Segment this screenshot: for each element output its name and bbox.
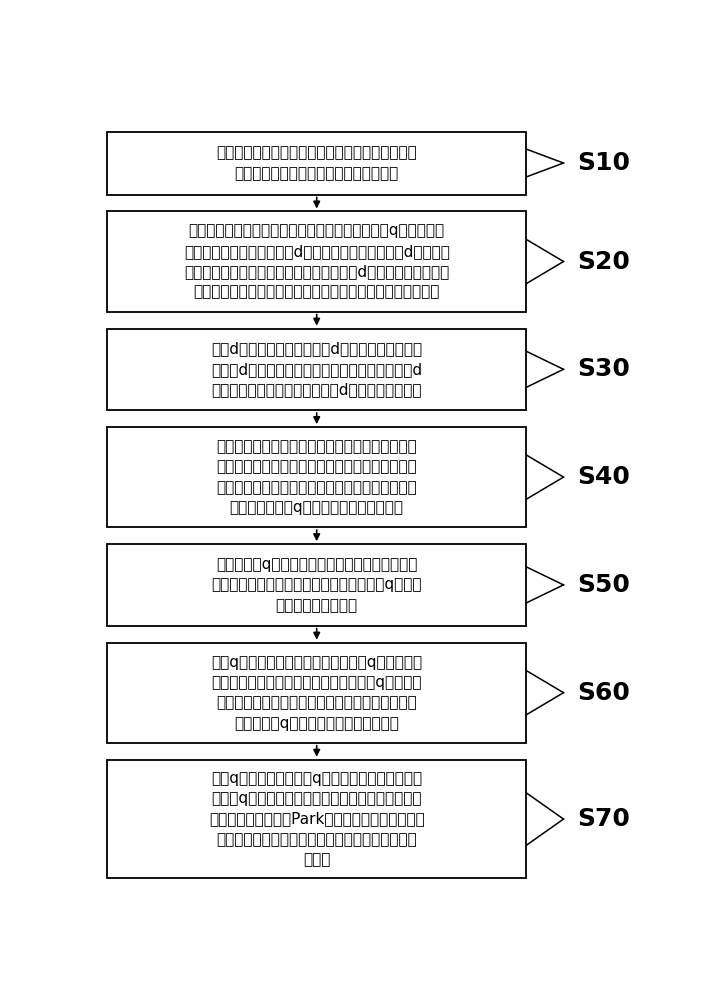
Bar — [107, 427, 527, 527]
Bar — [107, 132, 527, 195]
Bar — [107, 544, 527, 626]
Text: 根据所述的q轴定子电流的期望值，求解二次分解
系数，然后按照二次分解非线性解耦法求解q轴定子
电流的理想分解值；: 根据所述的q轴定子电流的期望值，求解二次分解 系数，然后按照二次分解非线性解耦法… — [212, 557, 422, 613]
Text: 根据电机任务，设定期望的转速信号，得到转速误
差，并进行积分得到转速误差积分信号，再构建非
线性阻尼网络，得到转速误差阻尼信号，最后进行
信号综合，得到q轴定子: 根据电机任务，设定期望的转速信号，得到转速误 差，并进行积分得到转速误差积分信号… — [217, 439, 417, 515]
Text: S40: S40 — [577, 465, 630, 489]
Text: 根据d轴定子电流误差信号、d轴定子电流误差阻尼
信号、d轴定子电流误差记忆信号进行综合，得到d
轴的定子电压控制信号，实现对d轴定子电流的控制: 根据d轴定子电流误差信号、d轴定子电流误差阻尼 信号、d轴定子电流误差记忆信号进… — [211, 341, 423, 397]
Text: S70: S70 — [577, 807, 630, 831]
Bar — [107, 211, 527, 312]
Bar — [107, 329, 527, 410]
Text: S60: S60 — [577, 681, 630, 705]
Text: S50: S50 — [577, 573, 630, 597]
Text: 设置双轴电流比例因子的初始值，然后根据所述的q轴的定子电
流与双轴电流比例因子形成d轴定子电流期望值，得到d轴定子电
流误差信号；再构建非线性阻尼网络，得到d轴: 设置双轴电流比例因子的初始值，然后根据所述的q轴的定子电 流与双轴电流比例因子形… — [183, 223, 450, 300]
Text: S20: S20 — [577, 250, 630, 274]
Bar — [107, 643, 527, 743]
Text: S30: S30 — [577, 357, 630, 381]
Text: 根据q轴电流误差信号、q轴定子电流误差阻尼信号
，以及q轴定子电流误差记忆信号进行线性组合得到
轴控制电压，再进行Park逆变换，得到静止坐标系
下控制电压，输: 根据q轴电流误差信号、q轴定子电流误差阻尼信号 ，以及q轴定子电流误差记忆信号进… — [209, 771, 425, 867]
Text: 根据q轴定子电流的理想分解值，得到q轴定子电流
误差信号；再构建非线性阻尼网络，得到q轴定子电
流误差信号阻尼信号；并进行误差非线性累积迭代
运算，得到q轴定子: 根据q轴定子电流的理想分解值，得到q轴定子电流 误差信号；再构建非线性阻尼网络，… — [211, 655, 423, 731]
Text: S10: S10 — [577, 151, 630, 175]
Bar — [107, 760, 527, 878]
Text: 测量永磁同步电机的转子的位置、转速与三相电流
中两相电流，并对两相电流进行坐标变换: 测量永磁同步电机的转子的位置、转速与三相电流 中两相电流，并对两相电流进行坐标变… — [217, 145, 417, 181]
